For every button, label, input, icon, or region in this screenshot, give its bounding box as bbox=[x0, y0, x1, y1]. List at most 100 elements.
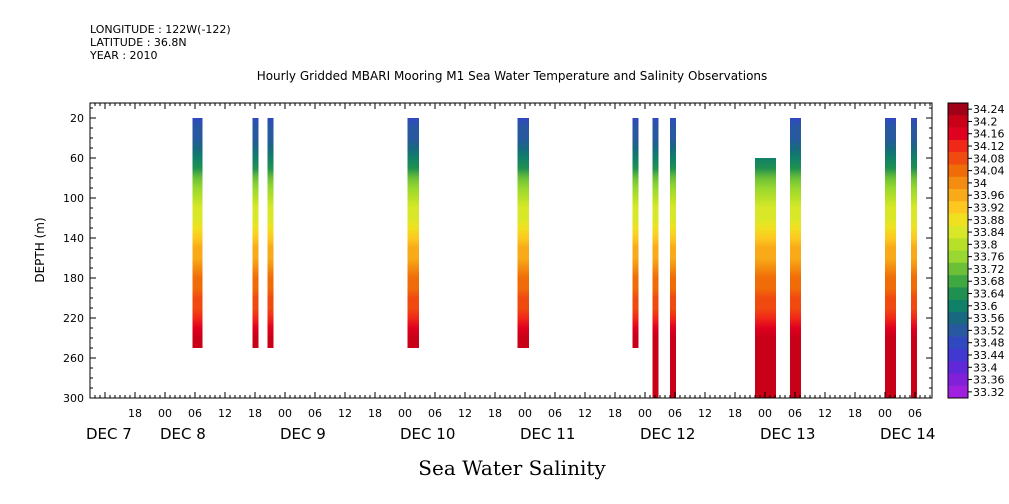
y-axis: 20 60 100 140 180 220 260 300 bbox=[63, 107, 932, 405]
x-tick-label: 12 bbox=[218, 407, 232, 420]
y-tick-label: 140 bbox=[63, 232, 84, 245]
colorbar-label: 34.12 bbox=[973, 140, 1005, 153]
data-column-9 bbox=[755, 158, 776, 398]
longitude-label: LONGITUDE : 122W(-122) bbox=[90, 23, 231, 36]
colorbar-swatch bbox=[948, 275, 968, 288]
colorbar-label: 33.56 bbox=[973, 312, 1005, 325]
colorbar-label: 33.88 bbox=[973, 214, 1005, 227]
x-tick-label: 12 bbox=[818, 407, 832, 420]
x-tick-label: 06 bbox=[668, 407, 682, 420]
x-tick-label: 12 bbox=[338, 407, 352, 420]
colorbar-label: 33.32 bbox=[973, 386, 1005, 399]
x-tick-label: 00 bbox=[158, 407, 172, 420]
colorbar-swatch bbox=[948, 164, 968, 178]
colorbar: 34.2434.234.1634.1234.0834.043433.9633.9… bbox=[947, 102, 1005, 399]
data-column-12 bbox=[911, 118, 917, 398]
x-tick-label: 06 bbox=[548, 407, 562, 420]
x-day-label: DEC 13 bbox=[760, 425, 815, 443]
x-tick-label: 18 bbox=[848, 407, 862, 420]
x-tick-label: 00 bbox=[878, 407, 892, 420]
colorbar-label: 33.4 bbox=[973, 361, 998, 374]
colorbar-swatch bbox=[948, 250, 968, 264]
y-tick-label: 60 bbox=[70, 152, 84, 165]
x-tick-label: 00 bbox=[278, 407, 292, 420]
x-tick-label: 12 bbox=[578, 407, 592, 420]
y-tick-label: 260 bbox=[63, 352, 84, 365]
colorbar-swatch bbox=[948, 176, 968, 190]
chart-title: Hourly Gridded MBARI Mooring M1 Sea Wate… bbox=[257, 69, 768, 83]
colorbar-swatch bbox=[948, 152, 968, 165]
plot-frame bbox=[89, 102, 933, 399]
x-tick-label: 06 bbox=[428, 407, 442, 420]
x-tick-label: 06 bbox=[308, 407, 322, 420]
colorbar-label: 34 bbox=[973, 177, 987, 190]
colorbar-swatch bbox=[948, 225, 968, 239]
colorbar-label: 33.6 bbox=[973, 300, 998, 313]
colorbar-label: 33.76 bbox=[973, 251, 1005, 264]
colorbar-swatch bbox=[948, 311, 968, 325]
colorbar-swatch bbox=[948, 139, 968, 153]
y-tick-label: 220 bbox=[63, 312, 84, 325]
colorbar-label: 33.92 bbox=[973, 201, 1005, 214]
x-day-label: DEC 9 bbox=[280, 425, 326, 443]
colorbar-swatch bbox=[948, 299, 968, 313]
colorbar-swatch bbox=[948, 189, 968, 202]
x-tick-label: 00 bbox=[398, 407, 412, 420]
x-day-label: DEC 10 bbox=[400, 425, 455, 443]
colorbar-label: 33.68 bbox=[973, 275, 1005, 288]
colorbar-label: 34.2 bbox=[973, 115, 998, 128]
colorbar-label: 33.96 bbox=[973, 189, 1005, 202]
colorbar-swatch bbox=[948, 127, 968, 141]
colorbar-swatch bbox=[948, 385, 968, 399]
colorbar-swatch bbox=[948, 373, 968, 387]
x-tick-label: 18 bbox=[488, 407, 502, 420]
data-column-8 bbox=[670, 118, 676, 398]
y-tick-label: 20 bbox=[70, 112, 84, 125]
x-day-label: DEC 12 bbox=[640, 425, 695, 443]
colorbar-swatch bbox=[948, 115, 968, 128]
colorbar-label: 34.08 bbox=[973, 152, 1005, 165]
colorbar-label: 33.52 bbox=[973, 324, 1005, 337]
colorbar-swatch bbox=[948, 201, 968, 214]
x-tick-label: 18 bbox=[368, 407, 382, 420]
colorbar-label: 33.72 bbox=[973, 263, 1005, 276]
colorbar-label: 33.36 bbox=[973, 374, 1005, 387]
x-tick-label: 06 bbox=[188, 407, 202, 420]
latitude-label: LATITUDE : 36.8N bbox=[90, 36, 187, 49]
colorbar-swatch bbox=[948, 287, 968, 300]
colorbar-frame bbox=[947, 102, 969, 399]
colorbar-swatch bbox=[948, 361, 968, 374]
data-column-6 bbox=[632, 118, 639, 348]
x-axis: 18 00 06 12 18 00 06 12 18 00 06 12 18 00 06 12 18 00 06 12… bbox=[86, 103, 935, 443]
x-axis-label: Sea Water Salinity bbox=[418, 456, 606, 480]
colorbar-label: 33.8 bbox=[973, 238, 998, 251]
x-tick-label: 00 bbox=[638, 407, 652, 420]
y-tick-label: 300 bbox=[63, 392, 84, 405]
x-tick-label: 18 bbox=[728, 407, 742, 420]
x-tick-label: 18 bbox=[608, 407, 622, 420]
plot-area bbox=[192, 118, 917, 398]
x-tick-label: 06 bbox=[788, 407, 802, 420]
x-tick-label: 18 bbox=[248, 407, 262, 420]
x-day-label: DEC 7 bbox=[86, 425, 132, 443]
x-day-label: DEC 11 bbox=[520, 425, 575, 443]
colorbar-swatch bbox=[948, 238, 968, 251]
colorbar-label: 33.44 bbox=[973, 349, 1005, 362]
data-column-5 bbox=[517, 118, 529, 348]
x-tick-label: 00 bbox=[758, 407, 772, 420]
data-column-4 bbox=[407, 118, 419, 348]
colorbar-swatch bbox=[948, 348, 968, 362]
data-column-11 bbox=[885, 118, 896, 398]
y-tick-label: 100 bbox=[63, 192, 84, 205]
y-axis-label: DEPTH (m) bbox=[33, 217, 47, 282]
colorbar-label: 33.48 bbox=[973, 337, 1005, 350]
colorbar-label: 33.84 bbox=[973, 226, 1005, 239]
data-column-10 bbox=[790, 118, 801, 398]
x-tick-label: 06 bbox=[908, 407, 922, 420]
data-column-3 bbox=[267, 118, 274, 348]
colorbar-label: 33.64 bbox=[973, 288, 1005, 301]
data-column-7 bbox=[652, 118, 659, 398]
x-tick-label: 18 bbox=[128, 407, 142, 420]
colorbar-label: 34.24 bbox=[973, 103, 1005, 116]
